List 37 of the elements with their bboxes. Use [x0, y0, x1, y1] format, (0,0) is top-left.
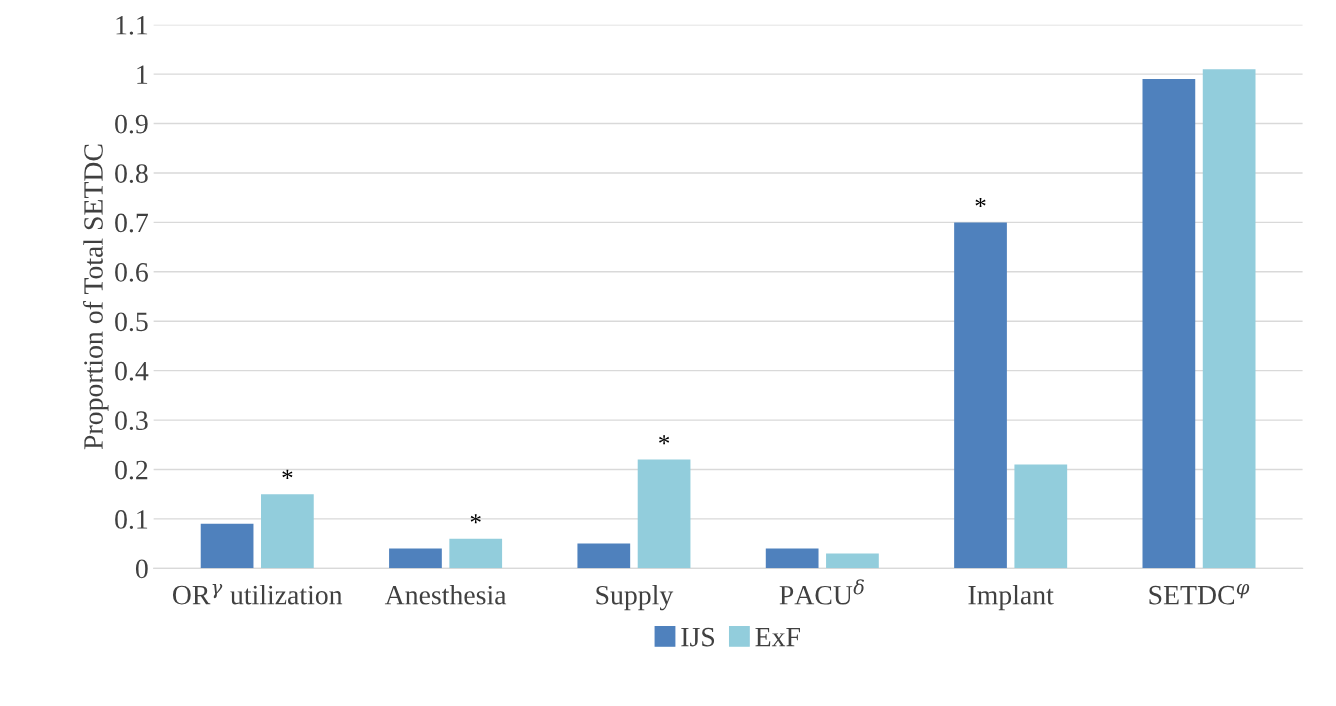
y-tick-label: 0.2 [115, 460, 148, 480]
bar [1014, 464, 1068, 569]
y-tick-label: 0.4 [115, 361, 149, 381]
bar [389, 548, 442, 569]
y-tick-label: 1.1 [116, 16, 148, 35]
y-tick-label: 0.3 [115, 411, 148, 431]
bar [261, 494, 314, 569]
annotation: * [659, 435, 670, 445]
bar [449, 538, 503, 569]
x-tick-label: OR$^{γ}$ utilization [172, 583, 343, 605]
annotation: * [282, 469, 293, 479]
y-tick-label: 0.1 [115, 510, 148, 529]
y-tick-label: 1 [137, 65, 148, 84]
bar [954, 222, 1007, 569]
y-tick-label: 0.8 [115, 164, 148, 183]
y-axis-title: Proportion of Total SETDC [83, 144, 109, 450]
y-tick-label: 0.6 [115, 262, 148, 282]
bar [1202, 69, 1256, 569]
x-tick-label: Implant [968, 585, 1054, 611]
bar [826, 553, 879, 569]
bar [765, 548, 819, 569]
bar [200, 523, 254, 569]
legend-label: IJS [681, 627, 715, 647]
y-tick-label: 0 [135, 559, 148, 579]
y-tick-label: 0.9 [115, 114, 148, 134]
legend-label: ExF [755, 627, 800, 647]
x-tick-label: Anesthesia [384, 585, 507, 605]
bar [1142, 79, 1196, 569]
y-tick-label: 0.5 [115, 312, 148, 332]
bar [637, 459, 691, 569]
annotation: * [975, 197, 986, 208]
bar [577, 543, 631, 569]
x-tick-label: SETDC$^{φ}$ [1149, 584, 1250, 605]
y-tick-label: 0.7 [115, 213, 148, 233]
x-tick-label: PACU$^{δ}$ [779, 579, 864, 605]
x-tick-label: Supply [596, 585, 674, 611]
annotation: * [470, 514, 481, 524]
